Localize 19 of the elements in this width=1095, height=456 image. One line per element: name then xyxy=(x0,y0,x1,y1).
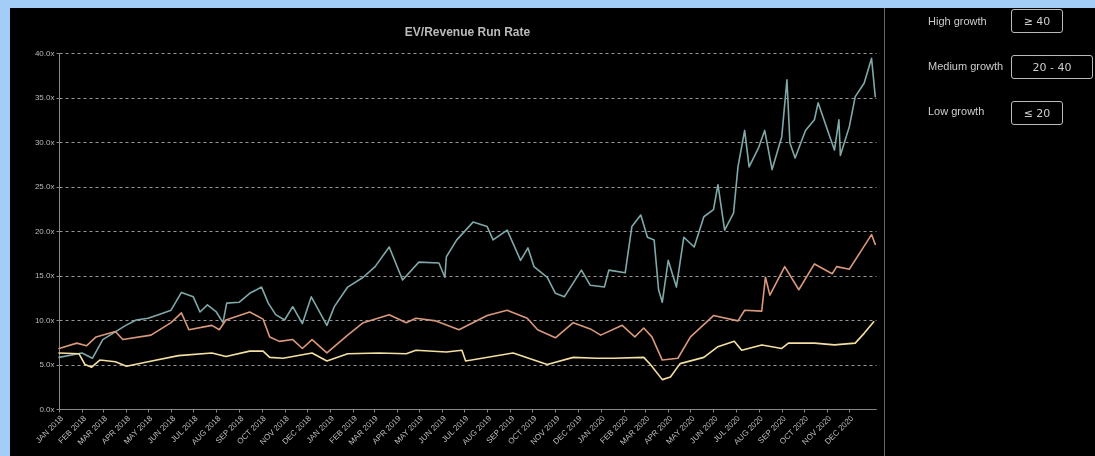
y-tick-label: 10.0x xyxy=(34,315,55,325)
y-tick-label: 30.0x xyxy=(34,137,55,147)
y-tick-label: 35.0x xyxy=(34,93,55,102)
line-series xyxy=(58,233,877,361)
y-tick-label: 40.0x xyxy=(34,48,55,58)
line-series xyxy=(58,57,877,360)
text: Low growth xyxy=(928,104,985,117)
y-tick-label: 5.0x xyxy=(39,360,55,369)
y-tick-label: 15.0x xyxy=(34,271,55,280)
y-tick-label: 0.0x xyxy=(39,404,55,414)
y-tick-label: 20.0x xyxy=(34,226,55,236)
text: 20 - 40 xyxy=(1011,55,1093,79)
line-series xyxy=(58,320,875,381)
y-tick-label: 25.0x xyxy=(34,182,55,191)
chart-title: EV/Revenue Run Rate xyxy=(404,25,531,39)
text: ≤ 20 xyxy=(1011,101,1063,125)
text: High growth xyxy=(928,14,987,27)
text: ≥ 40 xyxy=(1011,9,1063,33)
text: Medium growth xyxy=(928,59,1004,72)
